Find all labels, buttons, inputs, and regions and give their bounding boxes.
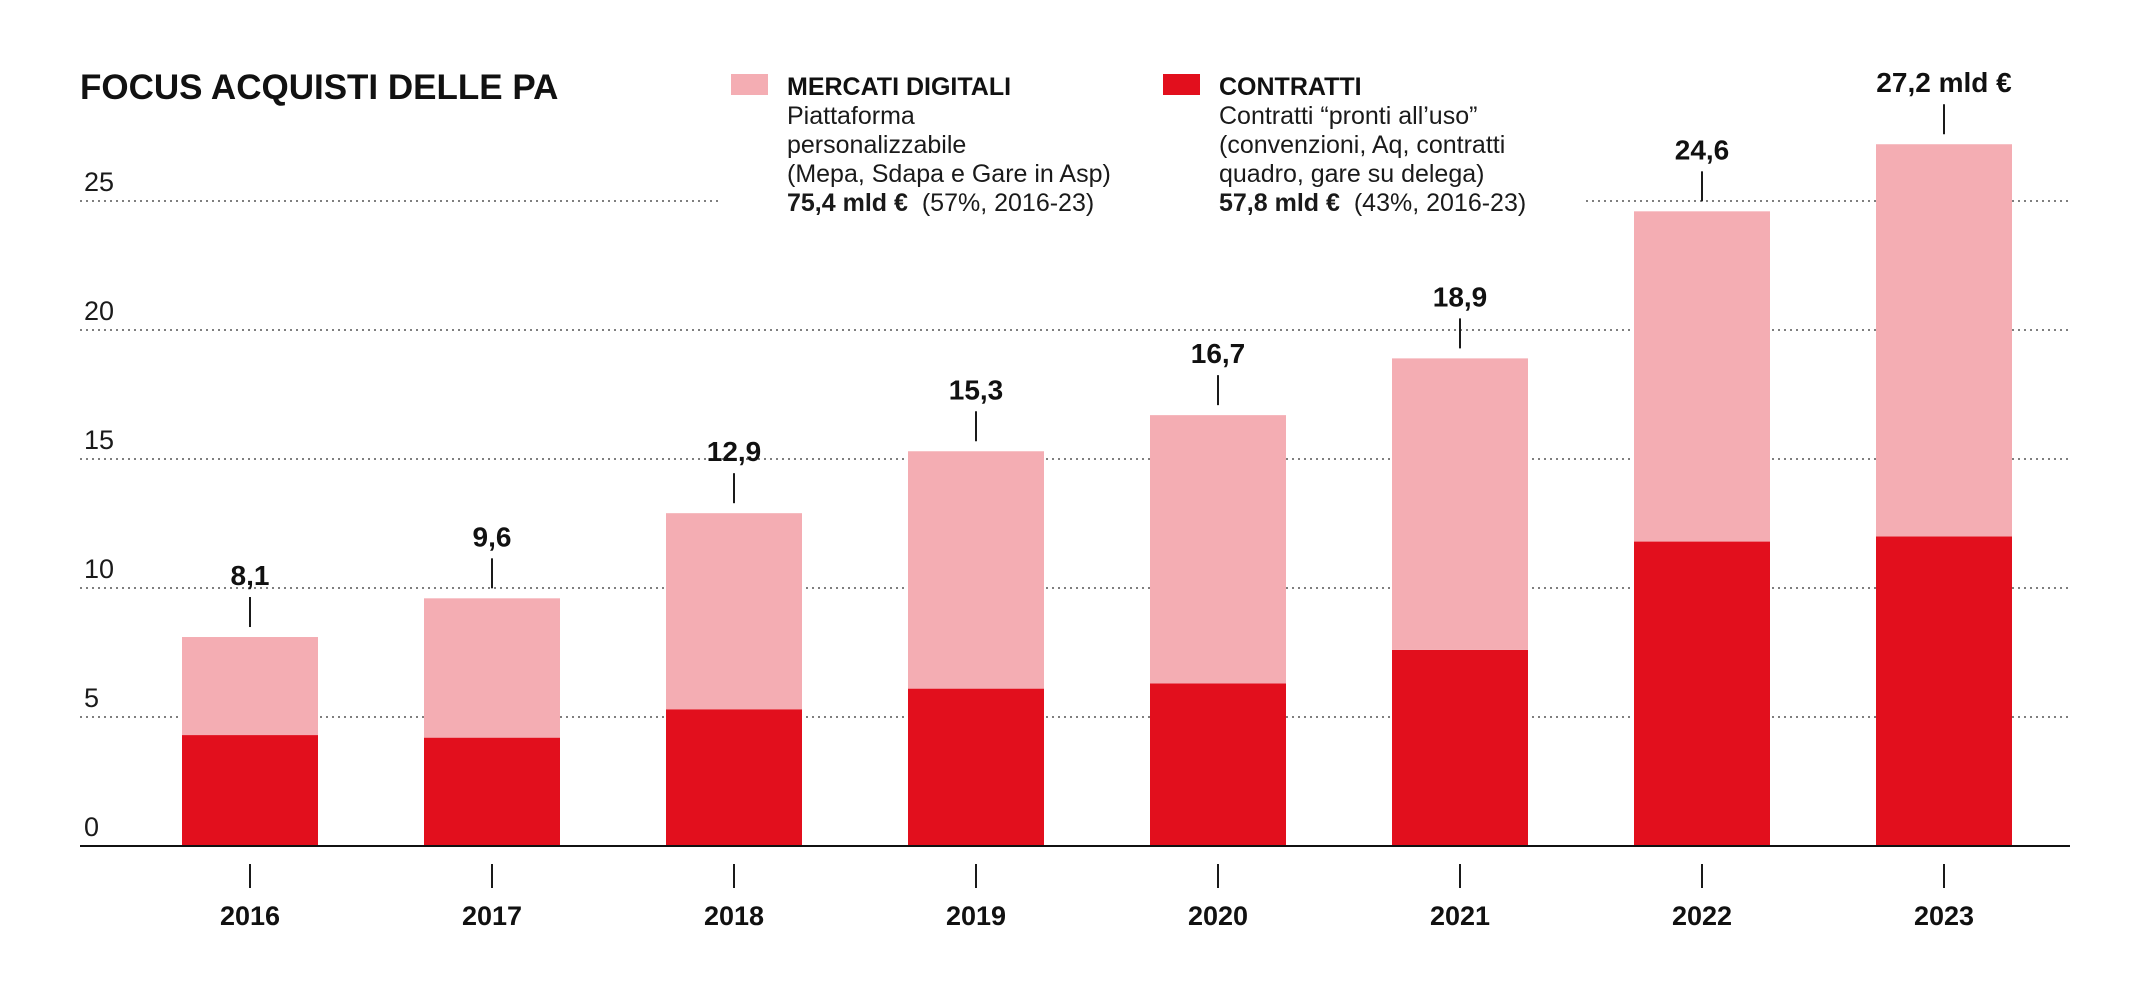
total-label-2019: 15,3	[949, 374, 1004, 405]
y-axis: 0 5 10 15 20 25	[84, 167, 114, 842]
legend-description-mercati-3: (Mepa, Sdapa e Gare in Asp)	[787, 160, 1111, 188]
bar-mercati-digitali-2023	[1876, 144, 2012, 537]
y-tick-label-20: 20	[84, 296, 114, 326]
bar-mercati-digitali-2020	[1150, 415, 1286, 684]
bar-mercati-digitali-2017	[424, 598, 560, 738]
legend-amount-contratti-share: (43%, 2016-23)	[1354, 189, 1526, 217]
legend-amount-mercati-share: (57%, 2016-23)	[922, 189, 1094, 217]
x-tick-label-2017: 2017	[462, 901, 522, 931]
y-tick-label-15: 15	[84, 425, 114, 455]
legend-description-mercati-1: Piattaforma	[787, 102, 915, 130]
bar-contratti-2020	[1150, 683, 1286, 846]
legend-swatch-mercati-digitali	[731, 74, 768, 95]
legend-description-mercati-2: personalizzabile	[787, 131, 966, 159]
legend-contratti: CONTRATTI Contratti “pronti all’uso” (co…	[1163, 73, 1526, 217]
total-label-2018: 12,9	[707, 436, 762, 467]
x-tick-label-2023: 2023	[1914, 901, 1974, 931]
y-tick-label-0: 0	[84, 812, 99, 842]
bar-contratti-2016	[182, 735, 318, 846]
legend-description-contratti-3: quadro, gare su delega)	[1219, 160, 1484, 188]
bar-contratti-2022	[1634, 541, 1770, 846]
legend-amount-mercati: 75,4 mld € (57%, 2016-23)	[787, 189, 1094, 217]
grid	[80, 200, 2070, 718]
bar-mercati-digitali-2022	[1634, 211, 1770, 542]
legend-swatch-contratti	[1163, 74, 1200, 95]
total-label-2017: 9,6	[473, 521, 512, 552]
legend-background	[722, 185, 1582, 225]
legend-mercati-digitali: MERCATI DIGITALI Piattaforma personalizz…	[731, 73, 1111, 217]
bars	[182, 144, 2012, 846]
total-label-2021: 18,9	[1433, 281, 1488, 312]
total-label-2022: 24,6	[1675, 134, 1730, 165]
x-tick-label-2019: 2019	[946, 901, 1006, 931]
total-label-2020: 16,7	[1191, 338, 1246, 369]
legend-amount-mercati-value: 75,4 mld €	[787, 189, 908, 217]
bar-contratti-2021	[1392, 649, 1528, 846]
bar-contratti-2018	[666, 709, 802, 846]
bar-mercati-digitali-2018	[666, 513, 802, 710]
total-labels: 8,1 9,6 12,9 15,3 16,7 18,9 24,6 27,2 mld €	[231, 67, 2012, 628]
legend-amount-contratti-value: 57,8 mld €	[1219, 189, 1340, 217]
bar-contratti-2017	[424, 737, 560, 846]
x-tick-label-2022: 2022	[1672, 901, 1732, 931]
legend-description-contratti-1: Contratti “pronti all’uso”	[1219, 102, 1477, 130]
legend-label-mercati-digitali: MERCATI DIGITALI	[787, 73, 1011, 101]
bar-mercati-digitali-2021	[1392, 358, 1528, 650]
x-tick-label-2018: 2018	[704, 901, 764, 931]
x-tick-label-2016: 2016	[220, 901, 280, 931]
bar-contratti-2023	[1876, 536, 2012, 846]
total-label-2016: 8,1	[231, 560, 270, 591]
legend-label-contratti: CONTRATTI	[1219, 73, 1362, 101]
x-tick-label-2020: 2020	[1188, 901, 1248, 931]
bar-contratti-2019	[908, 688, 1044, 846]
legend-description-contratti-2: (convenzioni, Aq, contratti	[1219, 131, 1505, 159]
x-axis: 2016 2017 2018 2019 2020 2021 2022 2023	[80, 845, 2070, 931]
y-tick-label-10: 10	[84, 554, 114, 584]
bar-mercati-digitali-2019	[908, 451, 1044, 689]
y-tick-label-25: 25	[84, 167, 114, 197]
x-tick-label-2021: 2021	[1430, 901, 1490, 931]
chart-title: FOCUS ACQUISTI DELLE PA	[80, 68, 558, 107]
bar-mercati-digitali-2016	[182, 637, 318, 736]
total-label-2023: 27,2 mld €	[1876, 67, 2012, 98]
legend-amount-contratti: 57,8 mld € (43%, 2016-23)	[1219, 189, 1526, 217]
y-tick-label-5: 5	[84, 683, 99, 713]
